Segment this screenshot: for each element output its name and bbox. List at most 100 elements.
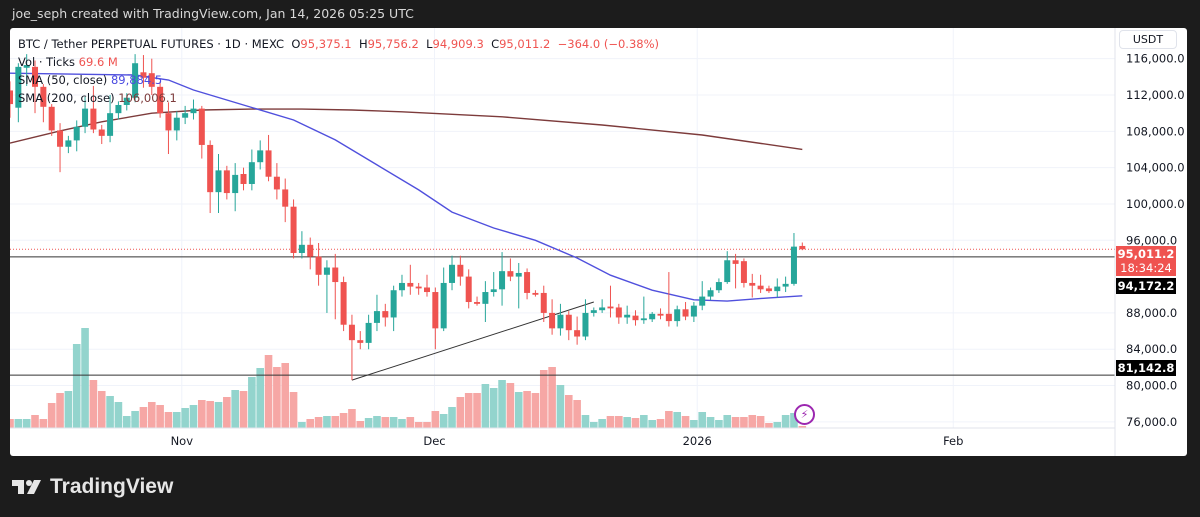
candle-body	[707, 290, 714, 297]
volume-bar	[514, 392, 523, 428]
time-tick-label: Dec	[423, 434, 445, 448]
candle	[640, 296, 647, 324]
volume-bar	[206, 401, 214, 428]
candle	[98, 124, 105, 145]
volume-bar	[131, 411, 139, 428]
candle	[732, 253, 739, 289]
candle	[240, 167, 247, 191]
candle	[757, 274, 764, 293]
volume-bar	[581, 415, 590, 428]
candle-body	[765, 288, 772, 292]
chart-credit: joe_seph created with TradingView.com, J…	[12, 6, 414, 21]
volume-bar	[31, 415, 39, 428]
volume-bar	[648, 420, 656, 428]
volume-bar	[189, 405, 198, 428]
candle	[590, 307, 597, 317]
volume-bar	[431, 411, 440, 428]
volume-bar	[348, 409, 356, 428]
volume-bar	[39, 419, 48, 428]
candle-body	[757, 285, 764, 290]
high-value: 95,756.2	[367, 37, 419, 51]
volume-bar	[681, 416, 690, 428]
volume-bar	[798, 425, 807, 428]
lightning-bolt-icon[interactable]: ⚡	[794, 404, 815, 425]
candle-body	[782, 283, 789, 287]
candle-body	[182, 113, 189, 118]
volume-bar	[781, 415, 790, 428]
volume-bar	[214, 402, 223, 428]
price-tick-label: 76,000.0	[1126, 415, 1177, 429]
candle	[332, 253, 339, 320]
volume-bar	[122, 416, 131, 428]
candle-body	[148, 73, 155, 87]
brand-name: TradingView	[50, 475, 174, 498]
candle	[782, 276, 789, 293]
candle-body	[515, 272, 522, 277]
candle-body	[373, 311, 380, 323]
candle-body	[449, 264, 456, 283]
candle	[682, 302, 689, 321]
volume-row[interactable]: Vol · Ticks 69.6 M	[18, 53, 659, 71]
volume-bar	[298, 422, 306, 428]
candle	[398, 274, 405, 297]
candle	[382, 303, 389, 327]
candle	[140, 55, 147, 88]
candle-body	[240, 173, 247, 184]
volume-bar	[464, 393, 473, 428]
candle	[257, 140, 264, 170]
candle	[749, 273, 756, 298]
volume-bar	[715, 420, 723, 428]
candle-body	[107, 113, 114, 136]
candle-body	[40, 86, 47, 107]
time-tick-label: Feb	[943, 434, 963, 448]
tradingview-logo[interactable]: TradingView	[12, 475, 173, 499]
candle-body	[90, 108, 97, 130]
candle	[599, 299, 606, 313]
chart-panel[interactable]	[10, 28, 1187, 456]
candle	[490, 272, 497, 297]
volume-bar	[790, 413, 798, 428]
candle-body	[348, 324, 355, 341]
last-price-label: 95,011.2 18:34:24	[1116, 246, 1176, 276]
volume-bar	[306, 419, 315, 428]
candle	[740, 258, 747, 288]
candle-body	[532, 292, 539, 295]
last-price: 95,011.2	[1117, 247, 1175, 261]
candle	[207, 140, 214, 214]
volume-bar	[314, 417, 323, 428]
sma200-row[interactable]: SMA (200, close) 106,006.1	[18, 89, 659, 107]
candle	[657, 308, 664, 320]
volume-bar	[339, 413, 348, 428]
volume-bar	[14, 419, 23, 428]
volume-bar	[731, 417, 740, 428]
volume-bar	[364, 418, 373, 428]
candle	[365, 314, 372, 350]
volume-bar	[606, 416, 615, 428]
candle-body	[10, 90, 13, 105]
candle-body	[507, 271, 514, 277]
candle	[774, 278, 781, 298]
price-tick-label: 116,000.0	[1126, 52, 1185, 66]
candle	[457, 255, 464, 286]
symbol-title[interactable]: BTC / Tether PERPETUAL FUTURES · 1D · ME…	[18, 37, 285, 51]
volume-bar	[97, 391, 106, 428]
volume-bar	[406, 417, 415, 428]
volume-bar	[198, 400, 206, 428]
candle	[298, 231, 305, 259]
candle	[624, 305, 631, 324]
volume-bar	[281, 363, 290, 428]
sma200-line	[10, 108, 803, 151]
volume-bar	[398, 419, 406, 428]
candle	[432, 287, 439, 350]
volume-bar	[147, 402, 156, 428]
candle	[82, 96, 89, 134]
candle	[549, 299, 556, 335]
currency-selector[interactable]: USDT	[1119, 30, 1177, 49]
price-tick-label: 104,000.0	[1126, 161, 1185, 175]
sma50-row[interactable]: SMA (50, close) 89,884.5	[18, 71, 659, 89]
candle	[715, 278, 722, 293]
candle	[190, 99, 197, 120]
candle	[65, 135, 72, 154]
price-tick-label: 88,000.0	[1126, 306, 1177, 320]
